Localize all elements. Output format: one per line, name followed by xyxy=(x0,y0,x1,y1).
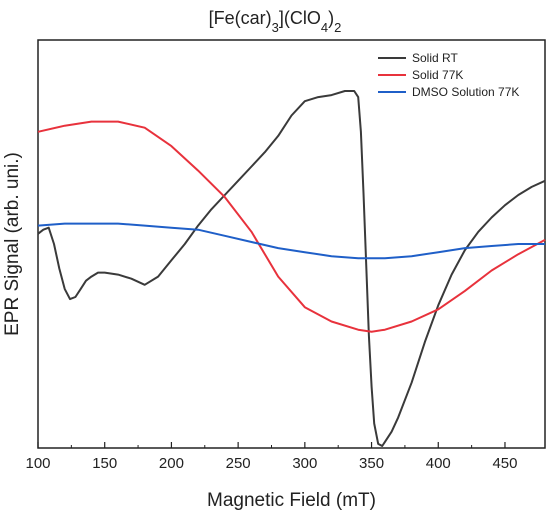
x-axis-ticks: 100 150 200 250 300 350 400 450 xyxy=(25,442,517,472)
series-line-solid-77k xyxy=(37,120,546,333)
title-part: [Fe(car) xyxy=(209,8,272,28)
title-part: 2 xyxy=(334,20,341,35)
legend: Solid RT Solid 77K DMSO Solution 77K xyxy=(378,51,519,99)
series-layer xyxy=(37,90,546,447)
x-tick-label: 150 xyxy=(92,455,117,472)
legend-label: DMSO Solution 77K xyxy=(412,85,519,99)
x-tick-label: 300 xyxy=(292,455,317,472)
chart-title: [Fe(car)3](ClO4)2 xyxy=(209,8,342,35)
legend-label: Solid 77K xyxy=(412,68,463,82)
title-part: 4 xyxy=(321,20,328,35)
x-tick-label: 400 xyxy=(426,455,451,472)
x-tick-label: 100 xyxy=(25,455,50,472)
series-line-dmso-solution-77k xyxy=(37,222,545,260)
x-tick-label: 200 xyxy=(159,455,184,472)
x-tick-label: 250 xyxy=(226,455,251,472)
y-axis-label: EPR Signal (arb. uni.) xyxy=(2,152,23,336)
title-part: ](ClO xyxy=(279,8,321,28)
title-part: 3 xyxy=(272,20,279,35)
x-tick-label: 450 xyxy=(492,455,517,472)
legend-label: Solid RT xyxy=(412,51,458,65)
title-part: ) xyxy=(328,8,334,28)
x-tick-label: 350 xyxy=(359,455,384,472)
x-axis-label: Magnetic Field (mT) xyxy=(207,490,376,511)
series-line-solid-rt xyxy=(37,90,546,447)
